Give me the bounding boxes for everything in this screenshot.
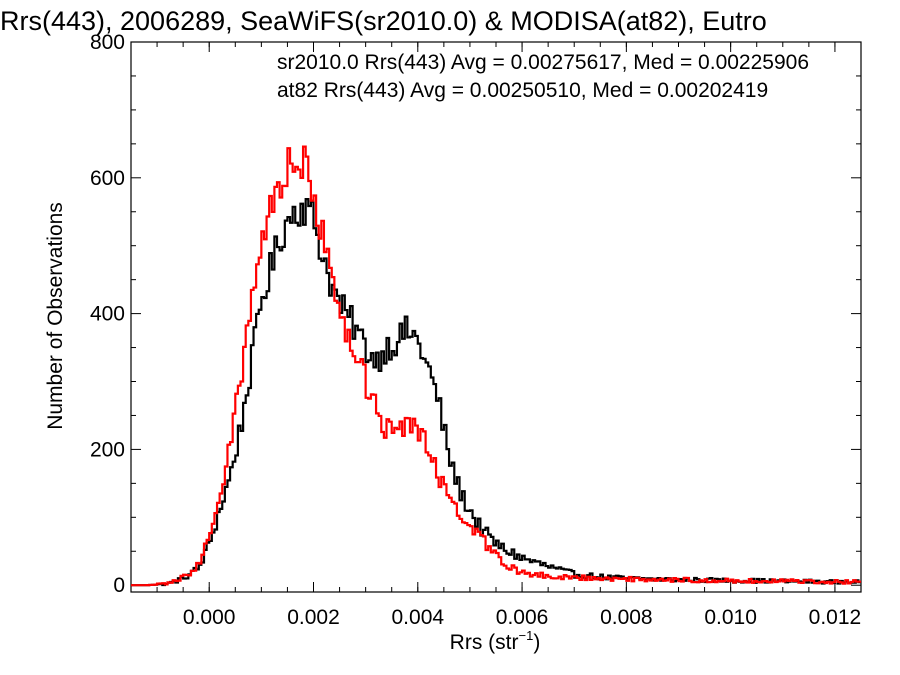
- x-axis-label-superscript: −1: [519, 628, 534, 643]
- series-line-at82: [131, 145, 861, 587]
- y-axis: 0 200 400 600 800: [90, 31, 861, 597]
- y-tick-label: 600: [90, 167, 125, 190]
- y-tick-label: 0: [113, 574, 125, 597]
- x-axis: 0.000 0.002 0.004 0.006 0.008 0.010 0.012: [156, 42, 862, 629]
- x-axis-label-main: Rrs (str: [450, 631, 519, 654]
- y-tick-label: 200: [90, 438, 125, 461]
- y-axis-label: Number of Observations: [44, 202, 67, 430]
- series-annotation-at82: at82 Rrs(443) Avg = 0.00250510, Med = 0.…: [277, 79, 768, 102]
- x-tick-label: 0.010: [704, 606, 757, 629]
- x-tick-label: 0.006: [496, 606, 549, 629]
- x-axis-label: Rrs (str−1): [450, 628, 541, 654]
- x-tick-label: 0.004: [392, 606, 445, 629]
- x-tick-label: 0.008: [600, 606, 653, 629]
- y-tick-label: 800: [90, 31, 125, 54]
- x-axis-label-tail: ): [533, 631, 540, 654]
- x-tick-label: 0.000: [183, 606, 236, 629]
- series-annotation-sr2010: sr2010.0 Rrs(443) Avg = 0.00275617, Med …: [277, 51, 809, 74]
- plot-border: [130, 41, 862, 593]
- series-layer: [131, 145, 861, 587]
- series-line-sr2010-0: [131, 198, 861, 587]
- y-tick-label: 400: [90, 303, 125, 326]
- x-tick-label: 0.002: [287, 606, 340, 629]
- x-tick-label: 0.012: [809, 606, 862, 629]
- plot-frame: [130, 41, 862, 593]
- chart-title: Rrs(443), 2006289, SeaWiFS(sr2010.0) & M…: [0, 6, 767, 36]
